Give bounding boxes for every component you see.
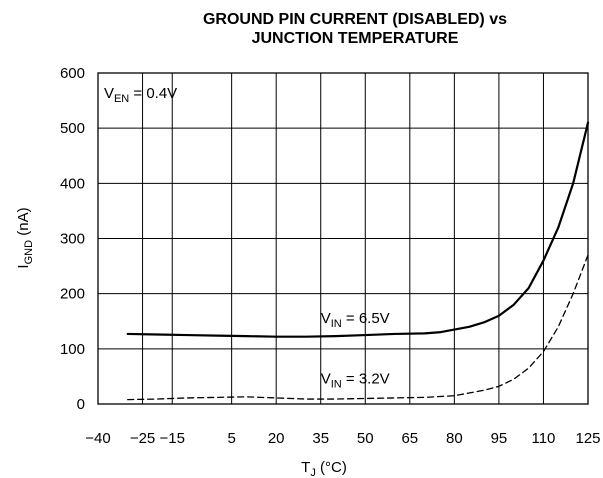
x-axis-label-sub: J (310, 467, 316, 478)
y-axis-label-main: I (15, 264, 32, 268)
annotation-vin-high-main: V (321, 310, 331, 327)
grid-layer (97, 72, 589, 405)
annotation-ven-sub: EN (114, 93, 129, 105)
y-tick-label: 600 (60, 65, 85, 82)
x-tick-label: 95 (491, 430, 508, 447)
x-tick-label: −15 (160, 430, 185, 447)
x-tick-label: 20 (268, 430, 285, 447)
y-tick-label: 0 (77, 396, 85, 413)
annotation-vin-low-rest: = 3.2V (342, 371, 390, 388)
annotation-vin-high-rest: = 6.5V (342, 310, 390, 327)
y-axis-label-unit: (nA) (15, 207, 32, 240)
annotation-vin-high-sub: IN (331, 318, 342, 330)
x-tick-label: 110 (531, 430, 555, 447)
x-tick-label: 65 (401, 430, 418, 447)
y-tick-label: 500 (60, 120, 85, 137)
annotation-ven-rest: = 0.4V (129, 85, 177, 102)
annotation-ven-main: V (104, 85, 114, 102)
series-line-vin-6-5v (126, 121, 590, 338)
y-tick-label: 200 (60, 286, 85, 303)
x-tick-label: 80 (446, 430, 463, 447)
annotation-vin-high: VIN = 6.5V (321, 310, 390, 330)
annotation-vin-low-sub: IN (331, 379, 342, 391)
series-line-vin-3-2v (127, 254, 589, 401)
y-axis-label: IGND (nA) (15, 207, 35, 268)
x-tick-label: 50 (357, 430, 374, 447)
chart-title-line2: JUNCTION TEMPERATURE (252, 30, 459, 47)
x-tick-label: 35 (312, 430, 329, 447)
annotation-vin-low-main: V (321, 371, 331, 388)
x-axis-label: TJ (°C) (301, 459, 347, 478)
frame-layer (97, 72, 589, 405)
tick-layer: −40 −25 −15 5 20 35 50 65 80 95 110 125 0 100 200 300 40… (60, 65, 601, 447)
x-tick-label: 5 (227, 430, 235, 447)
x-tick-label: −40 (85, 430, 110, 447)
plot-frame (97, 72, 589, 405)
series-layer (126, 121, 590, 401)
annotation-vin-low: VIN = 3.2V (321, 371, 390, 391)
x-axis-label-unit: (°C) (316, 459, 347, 476)
y-tick-label: 300 (60, 231, 85, 248)
y-axis-label-sub: GND (23, 240, 35, 265)
y-tick-label: 400 (60, 175, 85, 192)
annotation-ven: VEN = 0.4V (104, 85, 177, 105)
chart-title-line1: GROUND PIN CURRENT (DISABLED) vs (203, 11, 507, 28)
y-tick-label: 100 (60, 341, 85, 358)
x-tick-label: 125 (575, 430, 600, 447)
x-axis-label-main: T (301, 459, 310, 476)
x-tick-label: −25 (130, 430, 155, 447)
